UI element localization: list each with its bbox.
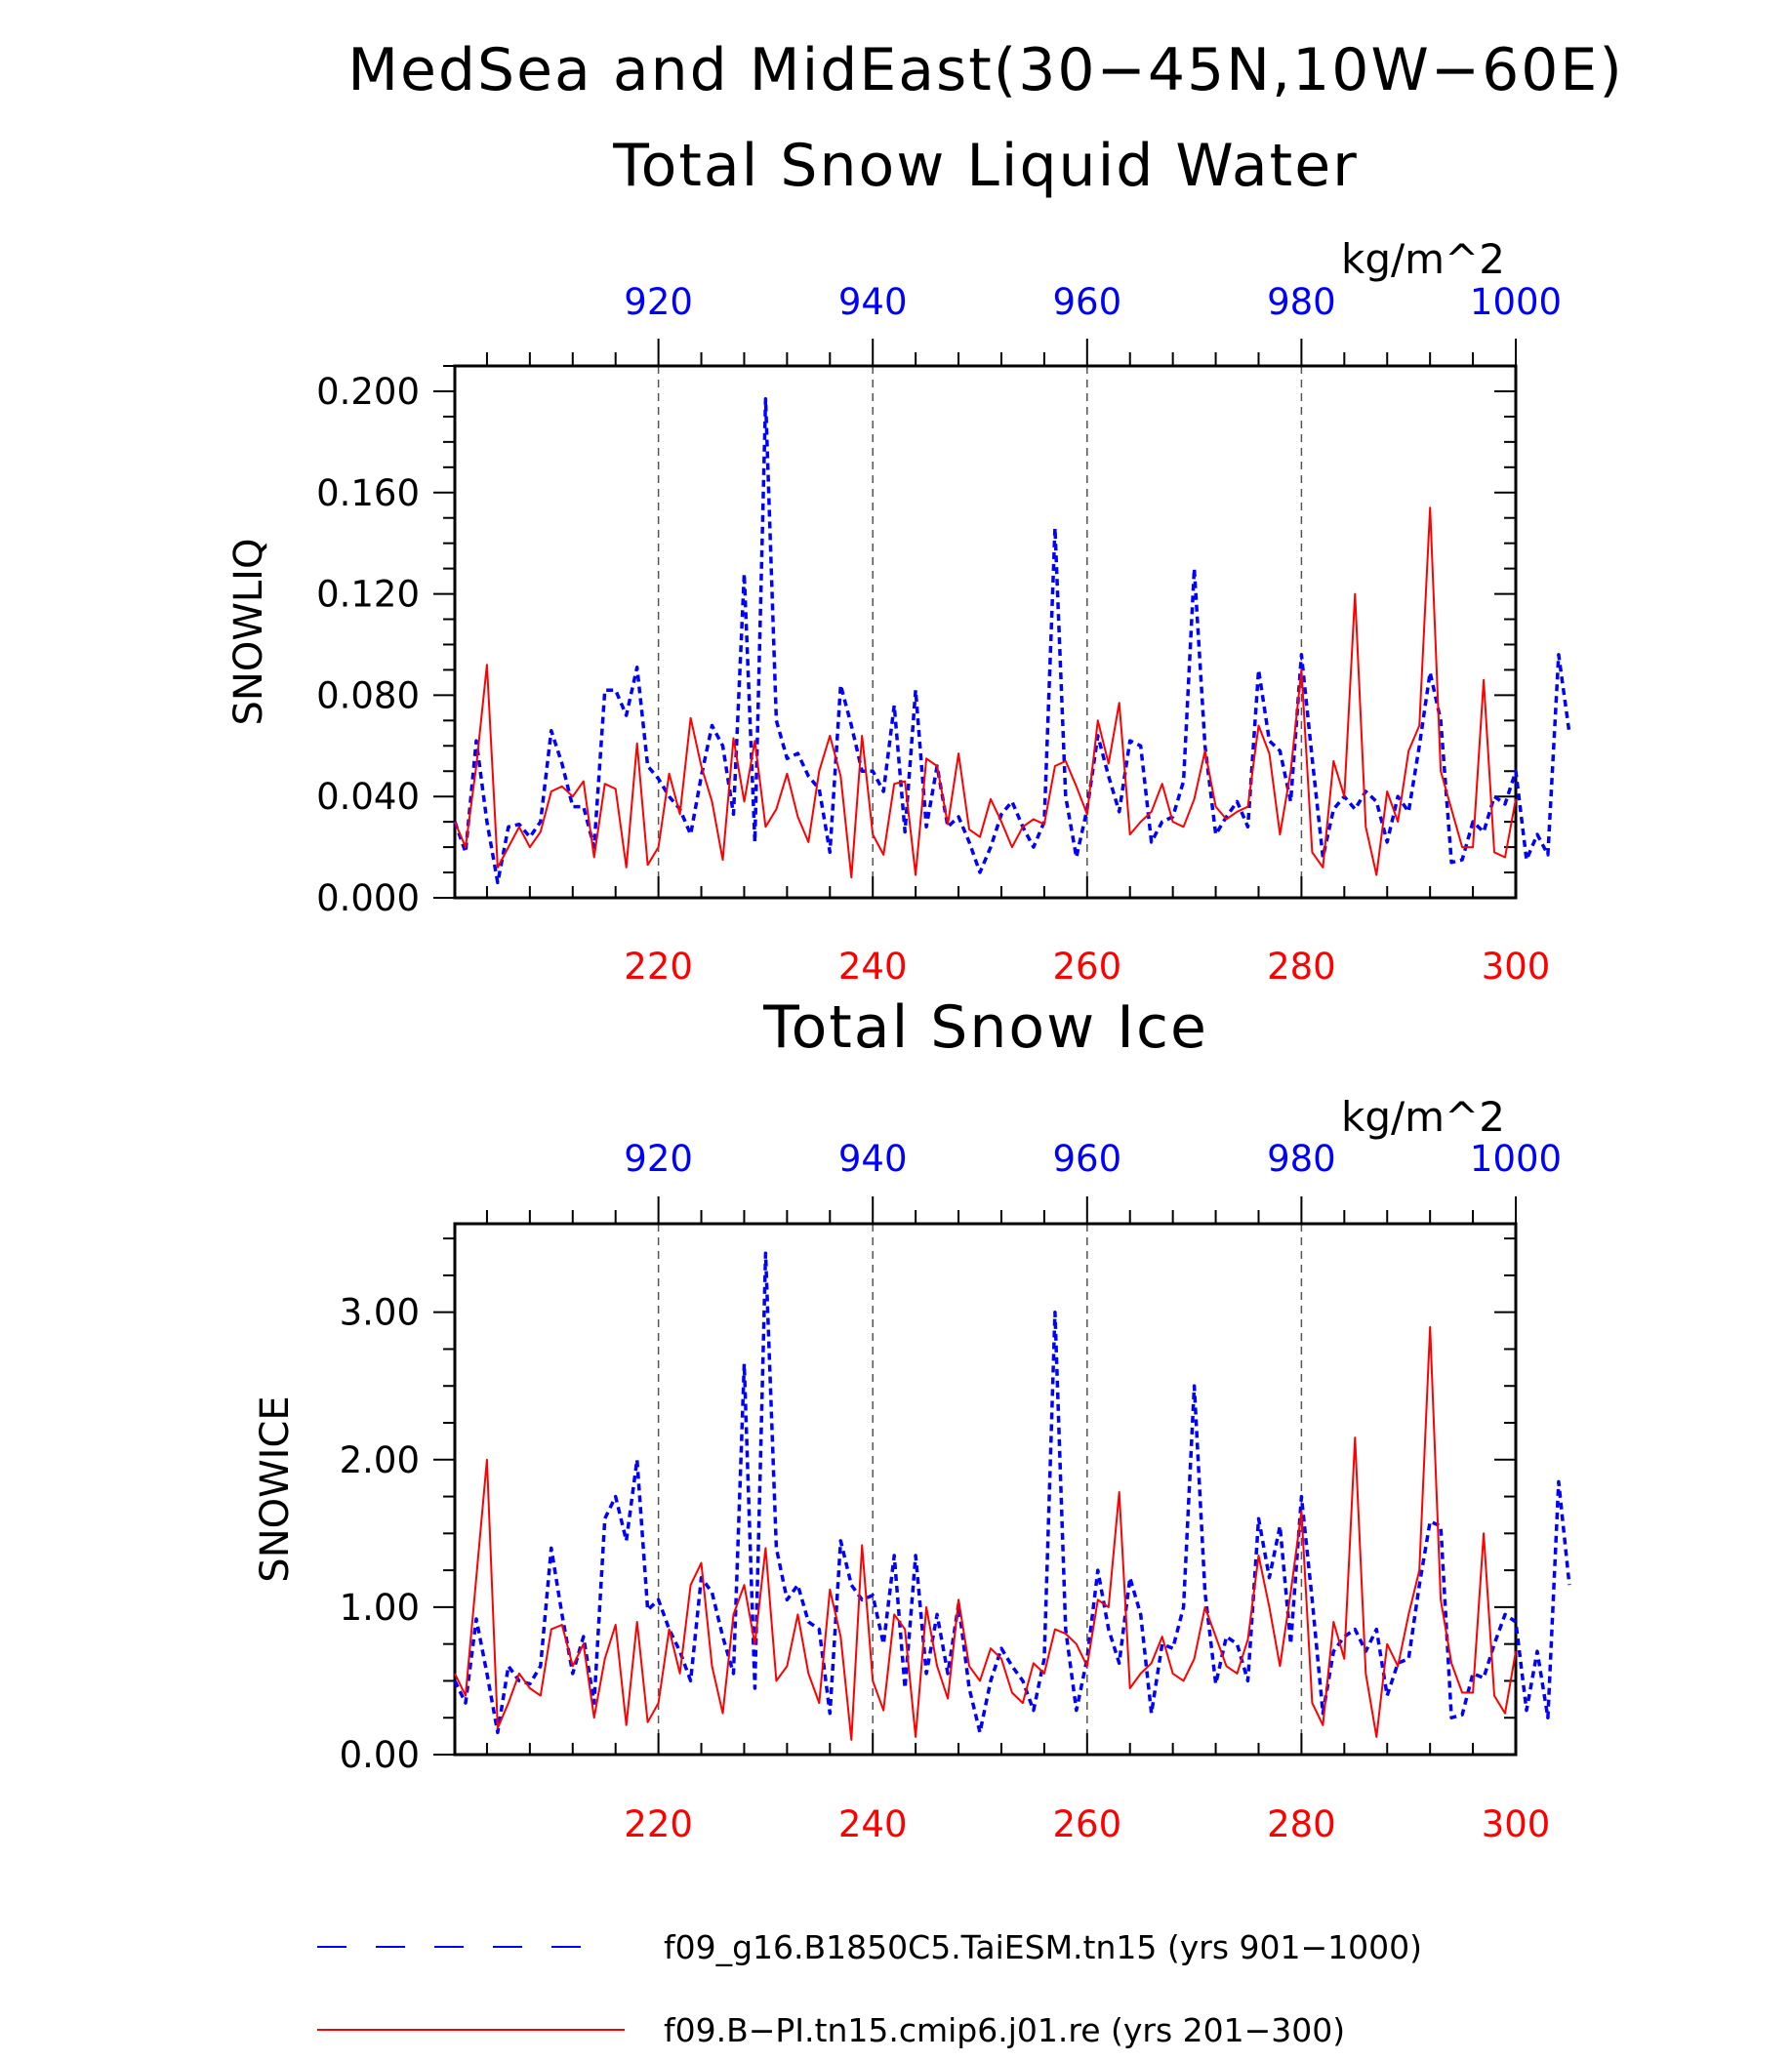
units-label: kg/m^2: [1341, 1093, 1505, 1141]
x-bottom-tick-label: 220: [624, 946, 693, 988]
x-top-tick-label: 1000: [1470, 281, 1562, 323]
x-top-tick-label: 960: [1052, 1138, 1121, 1180]
x-top-tick-label: 980: [1267, 1138, 1336, 1180]
x-bottom-tick-label: 260: [1052, 1803, 1121, 1845]
legend-label-taiesm: f09_g16.B1850C5.TaiESM.tn15 (yrs 901−100…: [664, 1928, 1422, 1966]
x-top-tick-label: 940: [838, 1138, 908, 1180]
y-axis-label: SNOWLIQ: [226, 539, 271, 726]
x-top-tick-label: 940: [838, 281, 908, 323]
y-tick-label: 1.00: [340, 1587, 420, 1629]
x-top-tick-label: 920: [624, 281, 693, 323]
chart-title: Total Snow Liquid Water: [612, 132, 1359, 200]
legend: f09_g16.B1850C5.TaiESM.tn15 (yrs 901−100…: [317, 1928, 1422, 2049]
plot-frame: [453, 364, 1518, 900]
y-tick-label: 0.200: [316, 371, 420, 413]
x-bottom-tick-label: 280: [1267, 1803, 1336, 1845]
x-bottom-tick-label: 240: [838, 1803, 908, 1845]
x-bottom-tick-label: 300: [1482, 946, 1551, 988]
y-tick-label: 3.00: [340, 1292, 420, 1334]
y-tick-label: 0.040: [316, 776, 420, 818]
y-tick-label: 0.000: [316, 877, 420, 919]
y-tick-label: 0.080: [316, 674, 420, 716]
series-line-taiesm: [453, 1251, 1571, 1735]
y-tick-label: 0.120: [316, 574, 420, 616]
x-top-tick-label: 980: [1267, 281, 1336, 323]
x-top-tick-label: 1000: [1470, 1138, 1562, 1180]
units-label: kg/m^2: [1341, 235, 1505, 283]
x-top-tick-label: 960: [1052, 281, 1121, 323]
legend-label-cmip6: f09.B−PI.tn15.cmip6.j01.re (yrs 201−300): [664, 2011, 1345, 2049]
x-top-tick-label: 920: [624, 1138, 693, 1180]
main-title: MedSea and MidEast(30−45N,10W−60E): [347, 36, 1624, 104]
x-bottom-tick-label: 220: [624, 1803, 693, 1845]
x-bottom-tick-label: 240: [838, 946, 908, 988]
series-line-cmip6: [454, 506, 1517, 879]
panel-snowliq: Total Snow Liquid Water kg/m^2 SNOWLIQ 220 2…: [226, 132, 1571, 988]
y-tick-label: 0.160: [316, 472, 420, 514]
plot-frame: [453, 1222, 1518, 1757]
y-tick-label: 2.00: [340, 1439, 420, 1481]
x-bottom-tick-label: 300: [1482, 1803, 1551, 1845]
series-line-cmip6: [454, 1325, 1517, 1741]
x-bottom-tick-label: 260: [1052, 946, 1121, 988]
y-tick-label: 0.00: [340, 1734, 420, 1776]
y-axis-label: SNOWICE: [253, 1395, 298, 1582]
panel-snowice: Total Snow Ice kg/m^2 SNOWICE 220 240 260 280 3…: [253, 993, 1571, 1845]
series-line-taiesm: [453, 396, 1571, 885]
chart-title: Total Snow Ice: [762, 993, 1208, 1062]
x-bottom-tick-label: 280: [1267, 946, 1336, 988]
